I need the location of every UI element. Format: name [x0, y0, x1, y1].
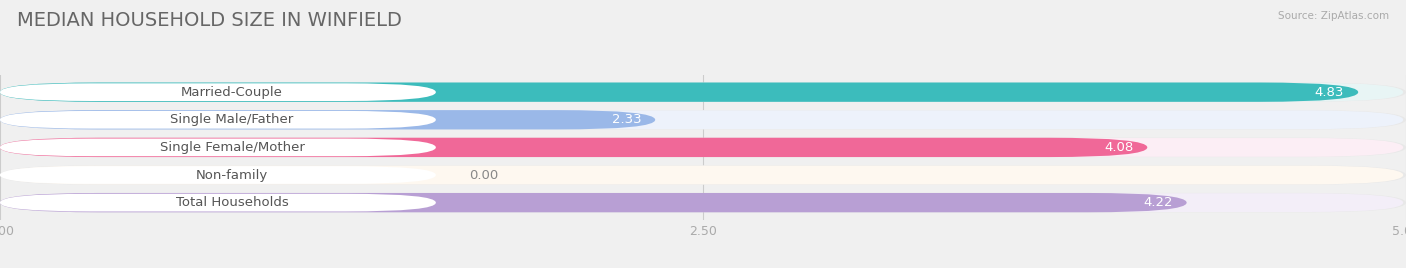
Text: 0.00: 0.00 — [470, 169, 499, 181]
Text: Single Female/Mother: Single Female/Mother — [159, 141, 305, 154]
FancyBboxPatch shape — [3, 138, 1403, 157]
Text: 2.33: 2.33 — [612, 113, 641, 126]
FancyBboxPatch shape — [0, 138, 1406, 157]
FancyBboxPatch shape — [0, 194, 436, 211]
FancyBboxPatch shape — [3, 110, 1403, 129]
FancyBboxPatch shape — [0, 110, 1406, 129]
Text: MEDIAN HOUSEHOLD SIZE IN WINFIELD: MEDIAN HOUSEHOLD SIZE IN WINFIELD — [17, 11, 402, 30]
FancyBboxPatch shape — [0, 139, 436, 156]
FancyBboxPatch shape — [3, 83, 1403, 102]
Text: 4.22: 4.22 — [1143, 196, 1173, 209]
FancyBboxPatch shape — [3, 193, 1403, 212]
FancyBboxPatch shape — [3, 166, 1403, 184]
Text: Married-Couple: Married-Couple — [181, 86, 283, 99]
FancyBboxPatch shape — [0, 83, 1406, 102]
Text: Non-family: Non-family — [195, 169, 269, 181]
FancyBboxPatch shape — [0, 83, 436, 101]
FancyBboxPatch shape — [0, 138, 1147, 157]
FancyBboxPatch shape — [0, 110, 655, 129]
FancyBboxPatch shape — [0, 193, 1187, 212]
Text: Total Households: Total Households — [176, 196, 288, 209]
Text: 4.08: 4.08 — [1104, 141, 1133, 154]
FancyBboxPatch shape — [0, 193, 1406, 212]
Text: Source: ZipAtlas.com: Source: ZipAtlas.com — [1278, 11, 1389, 21]
FancyBboxPatch shape — [0, 83, 1358, 102]
Text: Single Male/Father: Single Male/Father — [170, 113, 294, 126]
FancyBboxPatch shape — [0, 165, 1406, 185]
FancyBboxPatch shape — [0, 111, 436, 129]
FancyBboxPatch shape — [0, 166, 436, 184]
Text: 4.83: 4.83 — [1315, 86, 1344, 99]
